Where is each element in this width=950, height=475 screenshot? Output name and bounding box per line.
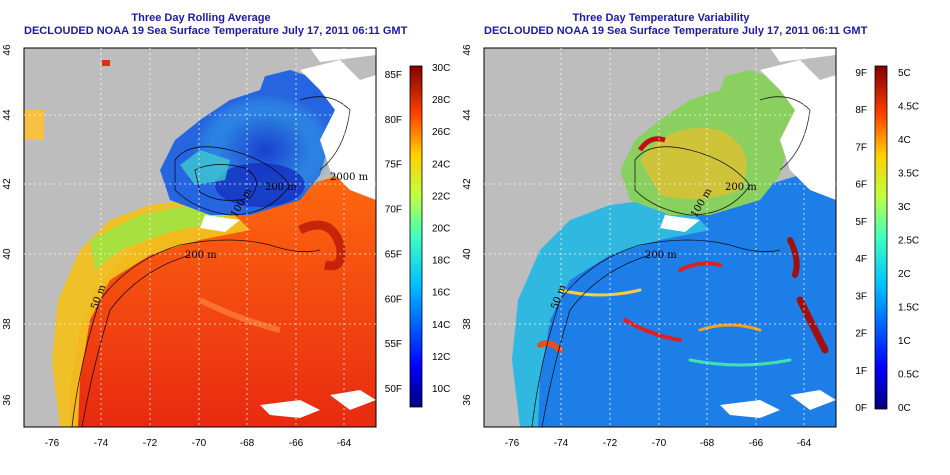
- lon-tick: -72: [143, 438, 158, 449]
- lon-tick: -74: [554, 438, 569, 449]
- colorbar-tick-label-C: 10C: [432, 384, 450, 395]
- right-contour-label: 200 m: [645, 250, 677, 261]
- lat-tick: 42: [462, 178, 473, 190]
- colorbar-tick-label-F: 7F: [855, 142, 867, 153]
- left-contour-label: 2000 m: [330, 172, 369, 183]
- colorbar-tick-label-F: 70F: [385, 205, 402, 216]
- colorbar-tick-label-C: 3.5C: [898, 169, 919, 180]
- lat-tick: 44: [2, 109, 13, 121]
- left-title-line2: DECLOUDED NOAA 19 Sea Surface Temperatur…: [24, 25, 408, 37]
- colorbar-tick-label-C: 3C: [898, 202, 911, 213]
- colorbar-tick-label-F: 2F: [855, 329, 867, 340]
- right-land-coast: [484, 48, 730, 427]
- left-title: Three Day Rolling Average DECLOUDED NOAA…: [24, 12, 408, 38]
- lon-tick: -68: [700, 438, 715, 449]
- lon-tick: -74: [94, 438, 109, 449]
- colorbar-tick-label-F: 4F: [855, 254, 867, 265]
- right-title: Three Day Temperature Variability DECLOU…: [484, 12, 868, 38]
- lon-tick: -68: [240, 438, 255, 449]
- lat-tick: 46: [462, 44, 473, 56]
- right-map-panel: 200 m 50 m 200 m 100 m 36 38 40 42 44 46…: [462, 44, 919, 449]
- left-title-line1: Three Day Rolling Average: [131, 12, 271, 24]
- lat-tick: 46: [2, 44, 13, 56]
- lon-tick: -70: [192, 438, 207, 449]
- colorbar-tick-label-F: 50F: [385, 384, 402, 395]
- left-bathymetry-contours: [71, 96, 351, 427]
- left-map-panel: 200 m 50 m 200 m 100 m 2000 m 36 38 40 4…: [2, 44, 450, 449]
- lon-tick: -64: [337, 438, 352, 449]
- left-shelf-green: [90, 205, 230, 270]
- lon-tick: -66: [289, 438, 304, 449]
- right-ocean-variability: [530, 168, 836, 427]
- right-title-line2: DECLOUDED NOAA 19 Sea Surface Temperatur…: [484, 25, 868, 37]
- colorbar-tick-label-F: 5F: [855, 217, 867, 228]
- colorbar-tick-label-C: 26C: [432, 127, 450, 138]
- lat-tick: 40: [2, 248, 13, 260]
- colorbar-tick-label-C: 28C: [432, 95, 450, 106]
- lon-tick: -64: [797, 438, 812, 449]
- lat-tick: 38: [462, 318, 473, 330]
- right-contour-label: 200 m: [725, 182, 757, 193]
- lat-tick: 40: [462, 248, 473, 260]
- right-shelf-variability: [512, 200, 710, 427]
- left-grid: [24, 48, 376, 427]
- colorbar-tick-label-C: 30C: [432, 63, 450, 74]
- colorbar-tick-label-C: 2C: [898, 269, 911, 280]
- colorbar-tick-label-C: 24C: [432, 159, 450, 170]
- lon-tick: -72: [603, 438, 618, 449]
- lat-tick: 36: [2, 394, 13, 406]
- left-contour-label: 200 m: [185, 250, 217, 261]
- lat-tick: 38: [2, 318, 13, 330]
- right-plot-frame: [483, 47, 837, 428]
- colorbar-tick-label-C: 1C: [898, 336, 911, 347]
- colorbar-tick-label-C: 14C: [432, 320, 450, 331]
- colorbar-tick-label-F: 1F: [855, 366, 867, 377]
- colorbar-tick-label-C: 4C: [898, 135, 911, 146]
- colorbar-tick-label-F: 85F: [385, 70, 402, 81]
- lat-tick: 42: [2, 178, 13, 190]
- left-plot-frame: [23, 47, 377, 428]
- left-cloud-mask: [300, 60, 376, 200]
- lon-tick: -66: [749, 438, 764, 449]
- right-cloud-mask: [760, 60, 836, 200]
- colorbar-tick-label-F: 75F: [385, 160, 402, 171]
- colorbar-tick-label-F: 9F: [855, 68, 867, 79]
- colorbar-tick-label-F: 60F: [385, 294, 402, 305]
- colorbar-tick-label-F: 6F: [855, 180, 867, 191]
- colorbar-tick-label-C: 18C: [432, 256, 450, 267]
- lon-tick: -76: [505, 438, 520, 449]
- lat-tick: 44: [462, 109, 473, 121]
- lon-tick: -70: [652, 438, 667, 449]
- right-title-line1: Three Day Temperature Variability: [572, 12, 750, 24]
- lat-tick: 36: [462, 394, 473, 406]
- right-grid: [484, 48, 836, 427]
- left-contour-label: 200 m: [265, 182, 297, 193]
- right-bathymetry-contours: [531, 96, 811, 427]
- left-ocean-warm: [70, 168, 376, 427]
- colorbar-tick-label-C: 0.5C: [898, 370, 919, 381]
- colorbar-tick-label-F: 80F: [385, 115, 402, 126]
- colorbar-tick-label-F: 8F: [855, 105, 867, 116]
- right-colorbar: [874, 65, 888, 410]
- colorbar-tick-label-C: 2.5C: [898, 236, 919, 247]
- lon-tick: -76: [45, 438, 60, 449]
- colorbar-tick-label-C: 1.5C: [898, 303, 919, 314]
- colorbar-tick-label-C: 20C: [432, 224, 450, 235]
- colorbar-tick-label-F: 55F: [385, 339, 402, 350]
- colorbar-tick-label-F: 3F: [855, 291, 867, 302]
- left-land-coast: [24, 48, 270, 427]
- colorbar-tick-label-F: 65F: [385, 249, 402, 260]
- left-colorbar: [409, 65, 423, 408]
- colorbar-tick-label-C: 4.5C: [898, 102, 919, 113]
- colorbar-tick-label-C: 5C: [898, 68, 911, 79]
- colorbar-tick-label-C: 0C: [898, 403, 911, 414]
- colorbar-tick-label-F: 0F: [855, 403, 867, 414]
- colorbar-tick-label-C: 12C: [432, 352, 450, 363]
- colorbar-tick-label-C: 16C: [432, 288, 450, 299]
- colorbar-tick-label-C: 22C: [432, 191, 450, 202]
- right-variability-streaks: [537, 237, 829, 367]
